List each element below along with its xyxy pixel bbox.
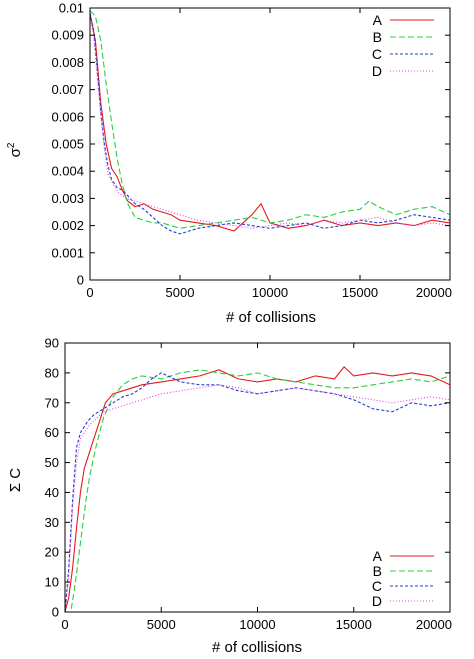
y-tick-label: 90 (45, 336, 59, 351)
y-tick-label: 30 (45, 515, 59, 530)
x-tick-label: 5000 (147, 617, 176, 632)
x-tick-label: 15000 (342, 285, 378, 300)
legend-label-C: C (372, 46, 382, 62)
y-tick-label: 0 (77, 273, 84, 288)
y-tick-label: 0.007 (51, 82, 84, 97)
legend-label-D: D (372, 63, 382, 79)
series-line-A (90, 13, 450, 232)
plot-frame (89, 7, 451, 281)
y-tick-label: 0.001 (51, 245, 84, 260)
y-tick-label: 20 (45, 545, 59, 560)
y-tick-label: 0.005 (51, 137, 84, 152)
series-line-B (90, 10, 450, 229)
y-tick-label: 0.003 (51, 191, 84, 206)
y-tick-label: 0.002 (51, 218, 84, 233)
x-axis-label: # of collisions (226, 309, 316, 326)
x-tick-label: 20000 (416, 285, 452, 300)
plot-frame (64, 342, 451, 613)
series-line-D (90, 16, 450, 229)
series-line-C (90, 13, 450, 235)
legend-label-A: A (373, 12, 383, 28)
chart-variance: # of collisions σ2 0 0.001 0.002 0.003 0.004… (6, 1, 452, 327)
legend-label-D: D (372, 593, 382, 609)
series-line-B (65, 369, 450, 612)
series-line-C (65, 372, 450, 612)
y-tick-label: 50 (45, 455, 59, 470)
legend-label-C: C (372, 578, 382, 594)
legend-label-A: A (373, 548, 383, 564)
y-tick-label: 10 (45, 575, 59, 590)
x-tick-label: 15000 (336, 617, 372, 632)
x-tick-label: 5000 (166, 285, 195, 300)
y-tick-label: 0.01 (59, 1, 84, 16)
y-tick-label: 0.004 (51, 164, 84, 179)
x-tick-label: 10000 (239, 617, 275, 632)
x-tick-label: 0 (61, 617, 68, 632)
y-tick-label: 0.008 (51, 55, 84, 70)
x-tick-label: 10000 (252, 285, 288, 300)
series-line-A (65, 366, 450, 612)
y-axis-label: σ2 (6, 142, 24, 157)
y-axis-label: Σ C (7, 468, 24, 492)
y-tick-label: 0 (52, 605, 59, 620)
x-axis-label: # of collisions (212, 639, 302, 656)
y-tick-label: 0.009 (51, 28, 84, 43)
y-tick-label: 0.006 (51, 109, 84, 124)
x-tick-label: 20000 (416, 617, 452, 632)
y-tick-label: 40 (45, 485, 59, 500)
x-tick-label: 0 (86, 285, 93, 300)
chart-sum-c: # of collisions Σ C 0 10 20 30 40 50 60 70 80 90 0… (7, 336, 452, 657)
y-tick-label: 60 (45, 425, 59, 440)
y-tick-label: 70 (45, 395, 59, 410)
series-line-D (65, 384, 450, 612)
legend-label-B: B (373, 29, 382, 45)
legend-label-B: B (373, 563, 382, 579)
y-tick-label: 80 (45, 365, 59, 380)
